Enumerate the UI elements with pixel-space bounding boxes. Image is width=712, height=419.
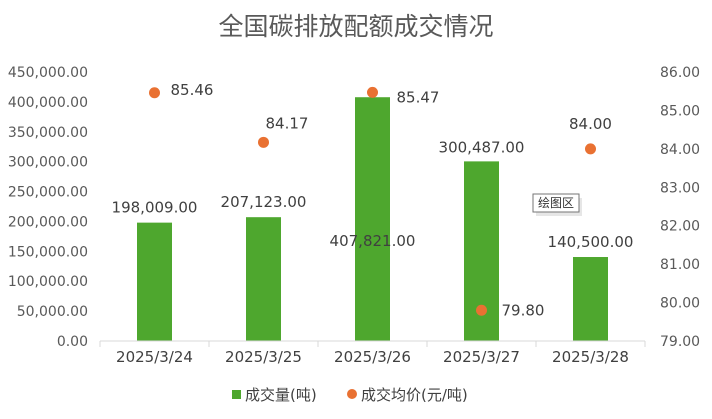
bar[interactable] bbox=[246, 217, 281, 341]
plot-area[interactable] bbox=[137, 86, 608, 341]
price-point[interactable] bbox=[367, 86, 378, 98]
y-right-tick-label: 83.00 bbox=[660, 180, 700, 196]
y-left-tick-label: 200,000.00 bbox=[8, 214, 88, 230]
legend-swatch-price bbox=[347, 389, 357, 399]
price-point[interactable] bbox=[258, 136, 269, 148]
x-tick-label: 2025/3/27 bbox=[443, 348, 520, 366]
y-left-tick-label: 50,000.00 bbox=[17, 304, 88, 320]
x-tick-label: 2025/3/28 bbox=[552, 348, 629, 366]
bar-data-label: 407,821.00 bbox=[330, 232, 416, 250]
price-point[interactable] bbox=[149, 87, 160, 99]
legend: 成交量(吨) 成交均价(元/吨) bbox=[232, 386, 468, 404]
tooltip-label: 绘图区 bbox=[538, 195, 574, 210]
chart-title: 全国碳排放配额成交情况 bbox=[218, 12, 493, 41]
x-tick-label: 2025/3/26 bbox=[334, 348, 411, 366]
price-data-label: 85.47 bbox=[397, 88, 440, 106]
y-right-tick-label: 86.00 bbox=[660, 65, 700, 81]
price-point[interactable] bbox=[585, 143, 596, 155]
axes: 0.00 50,000.00 100,000.00 150,000.00 200,000… bbox=[8, 65, 700, 366]
price-data-label: 84.17 bbox=[266, 114, 309, 132]
plot-area-tooltip: 绘图区 bbox=[532, 193, 582, 216]
y-left-tick-label: 400,000.00 bbox=[8, 95, 88, 111]
y-left-tick-label: 250,000.00 bbox=[8, 185, 88, 201]
bar-data-label: 140,500.00 bbox=[548, 233, 634, 251]
price-point[interactable] bbox=[476, 304, 487, 316]
x-tick-label: 2025/3/25 bbox=[225, 348, 302, 366]
price-data-label: 84.00 bbox=[569, 115, 612, 133]
y-left-tick-label: 100,000.00 bbox=[8, 274, 88, 290]
y-left-tick-label: 300,000.00 bbox=[8, 155, 88, 171]
data-labels: 198,009.00 207,123.00 407,821.00 300,487.00… bbox=[112, 81, 634, 320]
legend-label-price: 成交均价(元/吨) bbox=[361, 386, 468, 404]
y-right-tick-label: 84.00 bbox=[660, 142, 700, 158]
legend-swatch-volume bbox=[232, 390, 241, 399]
tooltip-box bbox=[532, 193, 580, 213]
y-left-tick-label: 0.00 bbox=[57, 334, 88, 350]
y-left-tick-label: 350,000.00 bbox=[8, 125, 88, 141]
y-right-tick-label: 82.00 bbox=[660, 219, 700, 235]
bar-data-label: 198,009.00 bbox=[112, 199, 198, 217]
bar-data-label: 207,123.00 bbox=[221, 193, 307, 211]
price-data-label: 79.80 bbox=[502, 301, 545, 319]
bar-data-label: 300,487.00 bbox=[439, 138, 525, 156]
legend-label-volume: 成交量(吨) bbox=[245, 386, 317, 404]
x-tick-label: 2025/3/24 bbox=[116, 348, 193, 366]
bar[interactable] bbox=[573, 257, 608, 341]
bar[interactable] bbox=[355, 97, 390, 341]
y-left-tick-label: 150,000.00 bbox=[8, 244, 88, 260]
y-left-tick-label: 450,000.00 bbox=[8, 65, 88, 81]
bar[interactable] bbox=[137, 222, 172, 341]
y-right-tick-label: 81.00 bbox=[660, 257, 700, 273]
y-right-tick-label: 79.00 bbox=[660, 334, 700, 350]
price-data-label: 85.46 bbox=[171, 81, 214, 99]
y-right-tick-label: 80.00 bbox=[660, 296, 700, 312]
y-right-tick-label: 85.00 bbox=[660, 103, 700, 119]
